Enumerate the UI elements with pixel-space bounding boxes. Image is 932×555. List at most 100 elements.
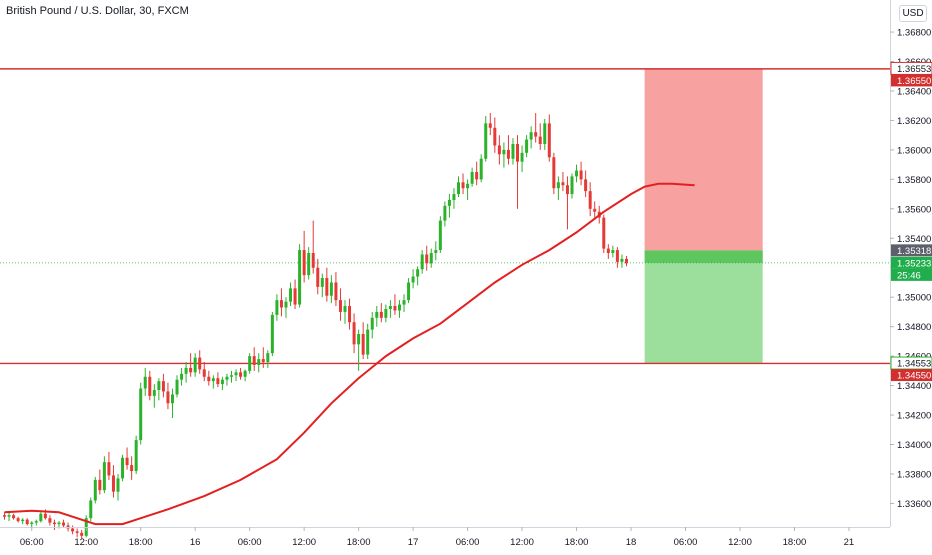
currency-button[interactable]: USD: [899, 5, 927, 22]
candle-body: [584, 179, 588, 192]
candle-body: [270, 314, 274, 354]
take-profit-zone: [644, 250, 763, 364]
candle-body: [93, 479, 97, 501]
candle-body: [357, 334, 361, 345]
candle-body: [311, 253, 315, 268]
open-pnl-zone: [644, 250, 763, 263]
candle-body: [89, 500, 93, 519]
candle-body: [57, 522, 61, 525]
candle-body: [502, 149, 506, 155]
candle-body: [434, 250, 438, 254]
y-tick-label: 1.36200: [897, 116, 931, 127]
x-tick-label: 06:00: [20, 537, 44, 548]
candle-body: [388, 306, 392, 309]
candle-body: [461, 182, 465, 189]
candle-body: [543, 123, 547, 144]
candle-body: [252, 356, 256, 365]
entry-price-label-box: [891, 244, 932, 257]
lower-level-label: 1.34550: [897, 371, 931, 382]
candle-body: [139, 388, 143, 441]
candle-body: [275, 300, 279, 315]
candle-body: [75, 531, 79, 533]
y-tick-label: 1.34000: [897, 440, 931, 451]
candle-body: [175, 379, 179, 395]
y-tick-label: 1.36800: [897, 28, 931, 39]
lower-level-label-box: [891, 369, 932, 382]
y-tick-label: 1.35800: [897, 175, 931, 186]
candle-body: [370, 317, 374, 330]
y-tick-label: 1.33600: [897, 499, 931, 510]
candle-body: [284, 301, 288, 308]
x-tick-label: 18:00: [129, 537, 153, 548]
candle-body: [547, 123, 551, 158]
stop-price-label: 1.36553: [897, 64, 931, 75]
stop-loss-zone: [644, 68, 763, 251]
candle-body: [361, 334, 365, 355]
candle-body: [7, 515, 11, 517]
candle-body: [216, 378, 220, 385]
current-price-label-box: [891, 256, 932, 269]
candle-body: [202, 369, 206, 377]
x-tick-label: 17: [408, 537, 419, 548]
candle-body: [152, 390, 156, 396]
candle-body: [30, 522, 34, 525]
candle-body: [239, 372, 243, 377]
candle-body: [479, 158, 483, 180]
candle-body: [602, 217, 606, 249]
candle-body: [161, 381, 165, 392]
y-tick-label: 1.36000: [897, 145, 931, 156]
candle-body: [125, 457, 129, 466]
candle-body: [493, 127, 497, 146]
y-tick-label: 1.34800: [897, 322, 931, 333]
candle-body: [611, 250, 615, 254]
candle-body: [243, 370, 247, 377]
candle-body: [525, 139, 529, 153]
candle-body: [329, 282, 333, 296]
candle-body: [220, 379, 224, 385]
countdown-label-box: [891, 268, 932, 281]
x-tick-label: 06:00: [456, 537, 480, 548]
y-tick-label: 1.34400: [897, 381, 931, 392]
candle-body: [529, 132, 533, 140]
candle-body: [52, 522, 56, 525]
candle-body: [307, 253, 311, 276]
candle-body: [475, 171, 479, 180]
y-tick-label: 1.35400: [897, 234, 931, 245]
candle-body: [98, 479, 102, 491]
chart-title: British Pound / U.S. Dollar, 30, FXCM: [6, 5, 189, 17]
candle-body: [211, 378, 215, 382]
x-tick-label: 12:00: [728, 537, 752, 548]
candle-body: [484, 123, 488, 159]
candle-body: [615, 250, 619, 262]
candle-body: [143, 376, 147, 389]
candle-body: [293, 288, 297, 305]
candle-body: [248, 356, 252, 371]
upper-level-label-box: [891, 74, 932, 87]
candle-body: [111, 475, 115, 492]
candle-body: [34, 521, 38, 523]
candle-body: [320, 278, 324, 287]
candle-body: [407, 282, 411, 301]
candle-body: [352, 322, 356, 345]
upper-level-label: 1.36550: [897, 76, 931, 87]
y-tick-label: 1.36400: [897, 86, 931, 97]
candle-body: [457, 182, 460, 195]
candle-body: [579, 170, 583, 180]
candle-body: [488, 123, 492, 128]
candle-body: [588, 191, 592, 209]
candle-body: [116, 478, 120, 492]
candle-body: [207, 376, 211, 382]
candle-body: [180, 373, 184, 380]
candle-body: [48, 518, 52, 523]
candle-body: [193, 357, 197, 373]
x-tick-label: 12:00: [510, 537, 534, 548]
candle-body: [25, 519, 29, 525]
candle-body: [43, 513, 47, 519]
candle-body: [570, 176, 574, 195]
x-tick-label: 06:00: [238, 537, 262, 548]
x-tick-label: 18:00: [565, 537, 589, 548]
candle-body: [21, 519, 25, 522]
candle-body: [130, 465, 134, 472]
